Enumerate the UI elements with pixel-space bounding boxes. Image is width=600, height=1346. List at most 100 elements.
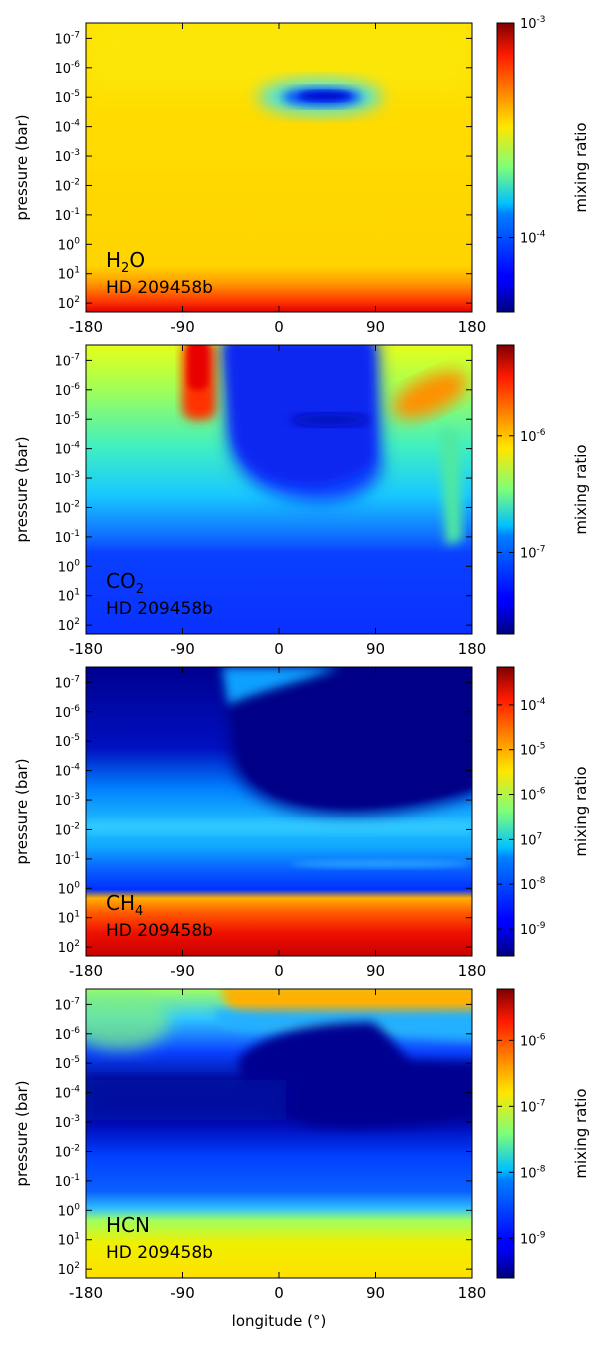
colorbar-label: mixing ratio bbox=[572, 444, 590, 534]
tick-label: 10-6 bbox=[520, 787, 546, 804]
x-tick-label: 90 bbox=[366, 1284, 385, 1302]
colorbar-label: mixing ratio bbox=[572, 122, 590, 212]
tick-label: 10-8 bbox=[520, 876, 546, 893]
x-tick-label: 180 bbox=[458, 962, 487, 980]
panel-h2o: 10-7 10-6 10-5 10-4 10-3 10-2 10-1 100 101 102 -1… bbox=[13, 15, 590, 336]
tick-label: 102 bbox=[58, 295, 80, 312]
tick-label: 10-5 bbox=[54, 733, 80, 750]
heatmap-field bbox=[86, 345, 472, 634]
planet-label: HD 209458b bbox=[106, 278, 213, 298]
y-axis-label: pressure (bar) bbox=[13, 436, 31, 542]
colorbar-scale bbox=[496, 988, 515, 1279]
tick-label: 10-7 bbox=[520, 544, 546, 561]
tick-label: 10-3 bbox=[54, 470, 80, 487]
tick-label: 10-6 bbox=[54, 60, 80, 77]
x-axis-label: longitude (°) bbox=[232, 1312, 327, 1330]
x-tick-label: 180 bbox=[458, 318, 487, 336]
colorbar: 10-3 10-4 mixing ratio bbox=[496, 15, 590, 313]
tick-label: 102 bbox=[58, 939, 80, 956]
colorbar-label: mixing ratio bbox=[572, 766, 590, 856]
species-label: H2O bbox=[106, 248, 145, 276]
tick-label: 10-2 bbox=[54, 177, 80, 194]
colorbar-label: mixing ratio bbox=[572, 1088, 590, 1178]
heatmap-field bbox=[86, 667, 472, 956]
tick-label: 107 bbox=[520, 831, 542, 848]
tick-label: 10-5 bbox=[54, 411, 80, 428]
colorbar: 10-6 10-7 mixing ratio bbox=[496, 344, 590, 635]
x-tick-label: -180 bbox=[69, 640, 103, 658]
y-axis-ticks: 10-7 10-6 10-5 10-4 10-3 10-2 10-1 100 101 102 bbox=[54, 352, 472, 634]
planet-label: HD 209458b bbox=[106, 599, 213, 619]
colorbar-scale bbox=[496, 344, 515, 635]
tick-label: 10-6 bbox=[520, 1032, 546, 1049]
tick-label: 10-7 bbox=[520, 1098, 546, 1115]
tick-label: 10-7 bbox=[54, 996, 80, 1013]
tick-label: 100 bbox=[58, 236, 81, 253]
y-axis-ticks: 10-7 10-6 10-5 10-4 10-3 10-2 10-1 100 101 102 bbox=[54, 996, 472, 1278]
y-axis-ticks: 10-7 10-6 10-5 10-4 10-3 10-2 10-1 100 101 102 bbox=[54, 30, 472, 312]
species-label: CH4 bbox=[106, 891, 143, 919]
x-axis-ticks: -180 -90 0 90 180 bbox=[69, 23, 486, 336]
tick-label: 10-1 bbox=[54, 529, 80, 546]
heatmap-field bbox=[86, 989, 472, 1278]
tick-label: 10-2 bbox=[54, 821, 80, 838]
y-axis-label: pressure (bar) bbox=[13, 1080, 31, 1186]
tick-label: 10-3 bbox=[520, 15, 546, 32]
x-tick-label: 0 bbox=[274, 962, 284, 980]
tick-label: 10-2 bbox=[54, 1143, 80, 1160]
species-label: HCN bbox=[106, 1213, 150, 1237]
colorbar-ticks: 10-3 10-4 bbox=[497, 15, 546, 247]
colorbar-ticks: 10-6 10-7 bbox=[497, 428, 546, 561]
tick-label: 10-2 bbox=[54, 499, 80, 516]
tick-label: 10-5 bbox=[54, 89, 80, 106]
x-tick-label: 90 bbox=[366, 318, 385, 336]
x-tick-label: 90 bbox=[366, 962, 385, 980]
x-axis-ticks: -180 -90 0 90 180 bbox=[69, 667, 486, 980]
x-tick-label: 180 bbox=[458, 640, 487, 658]
tick-label: 10-1 bbox=[54, 207, 80, 224]
y-axis-ticks: 10-7 10-6 10-5 10-4 10-3 10-2 10-1 100 101 102 bbox=[54, 674, 472, 956]
tick-label: 10-6 bbox=[54, 704, 80, 721]
x-tick-label: -90 bbox=[170, 1284, 195, 1302]
tick-label: 10-1 bbox=[54, 851, 80, 868]
species-label: CO2 bbox=[106, 569, 144, 597]
tick-label: 10-6 bbox=[54, 382, 80, 399]
tick-label: 10-6 bbox=[54, 1026, 80, 1043]
colorbar-scale bbox=[496, 666, 515, 957]
x-tick-label: -90 bbox=[170, 962, 195, 980]
tick-label: 10-3 bbox=[54, 148, 80, 165]
x-tick-label: 0 bbox=[274, 318, 284, 336]
tick-label: 10-9 bbox=[520, 1230, 546, 1247]
tick-label: 10-8 bbox=[520, 1164, 546, 1181]
planet-label: HD 209458b bbox=[106, 921, 213, 941]
tick-label: 10-5 bbox=[520, 742, 546, 759]
tick-label: 101 bbox=[58, 910, 80, 927]
x-tick-label: 90 bbox=[366, 640, 385, 658]
tick-label: 10-7 bbox=[54, 674, 80, 691]
x-tick-label: -90 bbox=[170, 318, 195, 336]
panel-ch4: 10-7 10-6 10-5 10-4 10-3 10-2 10-1 100 101 102 -1… bbox=[13, 666, 590, 980]
y-axis-label: pressure (bar) bbox=[13, 114, 31, 220]
y-axis-label: pressure (bar) bbox=[13, 758, 31, 864]
tick-label: 10-3 bbox=[54, 1114, 80, 1131]
colorbar: 10-4 10-5 10-6 107 10-8 10-9 mixing ratio bbox=[496, 666, 590, 957]
heatmap-field bbox=[86, 23, 472, 312]
x-tick-label: 0 bbox=[274, 640, 284, 658]
tick-label: 101 bbox=[58, 1232, 80, 1249]
tick-label: 10-4 bbox=[520, 697, 546, 714]
tick-label: 10-9 bbox=[520, 921, 546, 938]
panel-hcn: 10-7 10-6 10-5 10-4 10-3 10-2 10-1 100 101 102 -1… bbox=[13, 988, 590, 1330]
tick-label: 10-4 bbox=[54, 763, 80, 780]
tick-label: 10-7 bbox=[54, 30, 80, 47]
tick-label: 10-4 bbox=[54, 119, 80, 136]
tick-label: 100 bbox=[58, 880, 81, 897]
colorbar: 10-6 10-7 10-8 10-9 mixing ratio bbox=[496, 988, 590, 1279]
x-tick-label: -90 bbox=[170, 640, 195, 658]
tick-label: 101 bbox=[58, 588, 80, 605]
x-tick-label: 0 bbox=[274, 1284, 284, 1302]
x-tick-label: -180 bbox=[69, 318, 103, 336]
planet-label: HD 209458b bbox=[106, 1243, 213, 1263]
tick-label: 10-4 bbox=[520, 230, 546, 247]
panel-co2: 10-7 10-6 10-5 10-4 10-3 10-2 10-1 100 101 102 -1… bbox=[13, 344, 590, 658]
x-tick-label: -180 bbox=[69, 1284, 103, 1302]
